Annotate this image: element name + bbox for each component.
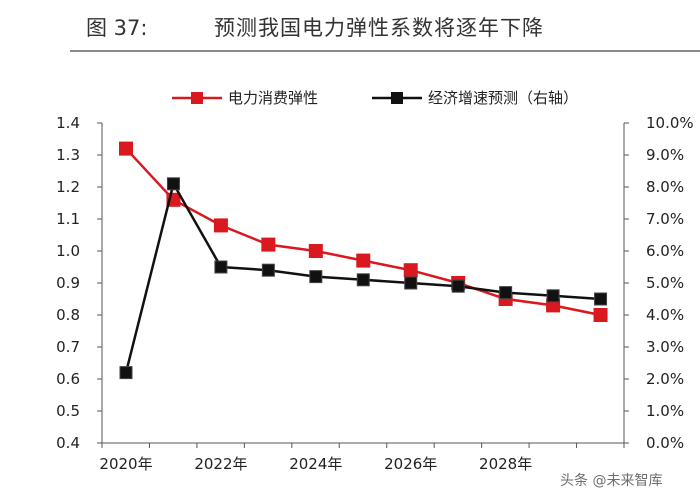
- left-tick-label: 0.7: [56, 338, 80, 356]
- data-point-gdp-growth: [261, 263, 275, 277]
- data-point-elasticity: [308, 244, 323, 258]
- right-tick-label: 7.0%: [646, 210, 684, 228]
- left-tick-label: 0.8: [56, 306, 80, 324]
- left-tick-label: 0.5: [56, 402, 80, 420]
- data-point-elasticity: [119, 141, 133, 156]
- left-tick-label: 0.9: [56, 274, 80, 292]
- data-point-elasticity: [593, 308, 608, 322]
- data-point-gdp-growth: [356, 273, 370, 287]
- data-point-gdp-growth: [166, 177, 180, 191]
- data-point-elasticity: [213, 218, 228, 233]
- data-point-gdp-growth: [451, 279, 465, 293]
- left-tick-label: 1.0: [56, 242, 80, 260]
- right-tick-label: 3.0%: [646, 338, 684, 356]
- data-point-gdp-growth: [309, 270, 323, 284]
- left-tick-label: 0.4: [56, 434, 80, 452]
- right-tick-label: 8.0%: [646, 178, 684, 196]
- title-divider: [70, 50, 700, 52]
- figure-title: 预测我国电力弹性系数将逐年下降: [214, 16, 544, 40]
- left-tick-label: 1.4: [56, 114, 80, 132]
- data-point-gdp-growth: [214, 260, 228, 274]
- legend-label: 电力消费弹性: [228, 89, 318, 107]
- right-tick-label: 6.0%: [646, 242, 684, 260]
- right-tick-label: 2.0%: [646, 370, 684, 388]
- data-point-gdp-growth: [594, 292, 608, 306]
- legend-label: 经济增速预测（右轴）: [428, 89, 578, 107]
- x-tick-label: 2026年: [384, 455, 437, 473]
- watermark: 头条 @未来智库: [560, 473, 663, 489]
- x-tick-label: 2028年: [479, 455, 532, 473]
- data-point-gdp-growth: [499, 286, 513, 300]
- legend-swatch-marker: [391, 92, 403, 104]
- left-tick-label: 0.6: [56, 370, 80, 388]
- data-point-gdp-growth: [119, 366, 133, 380]
- data-point-elasticity: [356, 253, 371, 268]
- legend-swatch-marker: [191, 92, 203, 104]
- figure-header: 图 37: 预测我国电力弹性系数将逐年下降: [0, 0, 700, 52]
- data-point-gdp-growth: [546, 289, 560, 303]
- x-tick-label: 2022年: [194, 455, 247, 473]
- series-line-elasticity: [125, 147, 601, 317]
- left-tick-label: 1.3: [56, 146, 80, 164]
- right-tick-label: 9.0%: [646, 146, 684, 164]
- data-point-elasticity: [261, 237, 276, 252]
- right-tick-label: 0.0%: [646, 434, 684, 452]
- left-tick-label: 1.2: [56, 178, 80, 196]
- right-tick-label: 1.0%: [646, 402, 684, 420]
- figure-number: 图 37:: [86, 16, 148, 40]
- left-tick-label: 1.1: [56, 210, 80, 228]
- x-tick-label: 2024年: [289, 455, 342, 473]
- right-tick-label: 4.0%: [646, 306, 684, 324]
- data-point-elasticity: [403, 263, 418, 278]
- right-tick-label: 10.0%: [646, 114, 694, 132]
- x-tick-label: 2020年: [99, 455, 152, 473]
- right-tick-label: 5.0%: [646, 274, 684, 292]
- data-point-gdp-growth: [404, 276, 418, 290]
